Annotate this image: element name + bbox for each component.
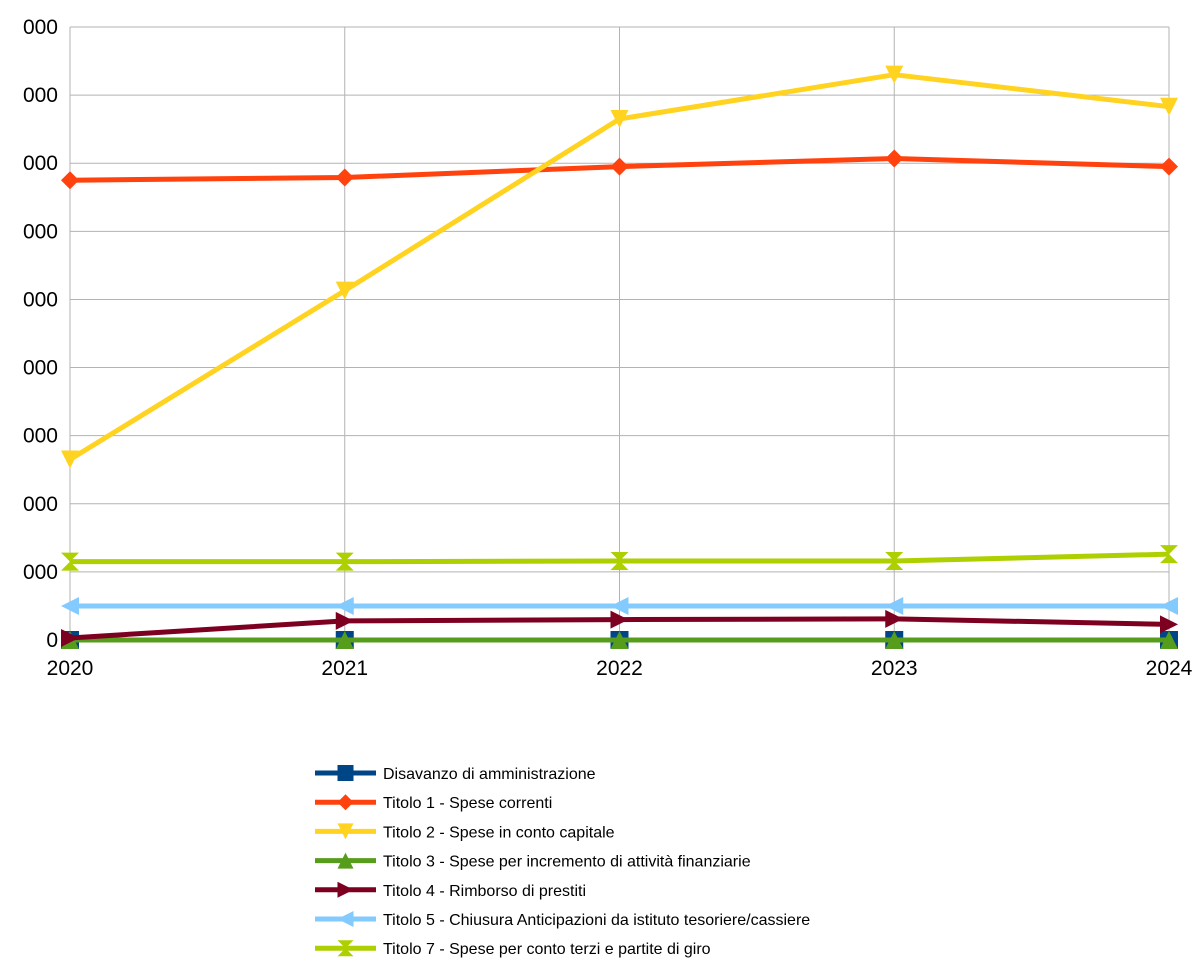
data-point (610, 610, 629, 629)
y-tick-label: 000 (23, 84, 58, 107)
series-3 (61, 631, 1178, 649)
y-tick-label: 000 (23, 493, 58, 516)
data-point (335, 611, 354, 630)
series-4 (61, 609, 1178, 647)
grid-lines (69, 26, 1170, 641)
data-point (885, 609, 904, 628)
data-point (61, 552, 79, 571)
y-tick-label: 000 (23, 425, 58, 448)
data-point (885, 149, 904, 168)
data-point (885, 596, 904, 615)
data-point (1160, 97, 1178, 116)
series-lines (61, 65, 1178, 649)
data-point (61, 596, 79, 615)
data-point (610, 596, 629, 615)
data-point (885, 65, 904, 84)
x-tick-label: 2024 (1146, 657, 1193, 680)
y-tick-label: 000 (23, 152, 58, 175)
legend-label: Titolo 2 - Spese in conto capitale (383, 824, 615, 841)
data-point (337, 765, 354, 781)
legend-item: Titolo 3 - Spese per incremento di attiv… (315, 852, 751, 871)
legend-item: Titolo 4 - Rimborso di prestiti (315, 881, 586, 900)
legend-item: Titolo 2 - Spese in conto capitale (315, 823, 615, 841)
y-tick-label: 000 (23, 561, 58, 584)
legend-item: Disavanzo di amministrazione (315, 765, 596, 783)
x-tick-label: 2021 (321, 657, 368, 680)
data-point (1160, 631, 1178, 649)
legend-item: Titolo 7 - Spese per conto terzi e parti… (315, 940, 711, 958)
data-point (337, 852, 354, 869)
data-point (610, 157, 629, 176)
data-point (885, 551, 904, 570)
data-point (335, 596, 354, 615)
data-point (335, 281, 354, 300)
data-point (610, 551, 629, 570)
y-tick-label: 0 (46, 629, 58, 652)
data-point (61, 628, 79, 647)
legend-label: Titolo 4 - Rimborso di prestiti (383, 883, 586, 900)
y-tick-label: 000 (23, 288, 58, 311)
data-point (335, 168, 354, 187)
legend-label: Disavanzo di amministrazione (383, 766, 596, 783)
y-tick-label: 000 (23, 16, 58, 39)
data-point (1160, 615, 1178, 634)
data-point (337, 940, 354, 957)
series-5 (61, 596, 1178, 615)
data-point (337, 881, 354, 898)
data-point (1160, 596, 1178, 615)
data-point (61, 171, 79, 190)
data-point (337, 911, 354, 927)
data-point (337, 794, 354, 811)
legend-label: Titolo 5 - Chiusura Anticipazioni da ist… (383, 912, 810, 929)
x-axis-tick-labels: 2020 2021 2022 2023 2024 (47, 657, 1193, 680)
legend-item: Titolo 5 - Chiusura Anticipazioni da ist… (315, 911, 810, 929)
y-tick-label: 000 (23, 220, 58, 243)
series-1 (61, 149, 1178, 190)
legend-label: Titolo 1 - Spese correnti (383, 795, 552, 812)
x-tick-label: 2023 (871, 657, 918, 680)
legend-item: Titolo 1 - Spese correnti (315, 794, 552, 812)
data-point (61, 450, 79, 469)
data-point (337, 823, 354, 840)
data-point (610, 109, 629, 128)
data-point (1160, 157, 1178, 176)
data-point (610, 631, 629, 649)
legend: Disavanzo di amministrazione Titolo 1 - S… (315, 765, 810, 958)
data-point (335, 631, 354, 649)
x-tick-label: 2022 (596, 657, 643, 680)
x-tick-label: 2020 (47, 657, 94, 680)
y-tick-label: 000 (23, 357, 58, 380)
series-2 (61, 65, 1178, 469)
series-6 (61, 545, 1178, 571)
data-point (1160, 545, 1178, 564)
data-point (335, 552, 354, 571)
legend-label: Titolo 7 - Spese per conto terzi e parti… (383, 941, 711, 958)
data-point (885, 631, 904, 649)
legend-label: Titolo 3 - Spese per incremento di attiv… (383, 854, 751, 871)
